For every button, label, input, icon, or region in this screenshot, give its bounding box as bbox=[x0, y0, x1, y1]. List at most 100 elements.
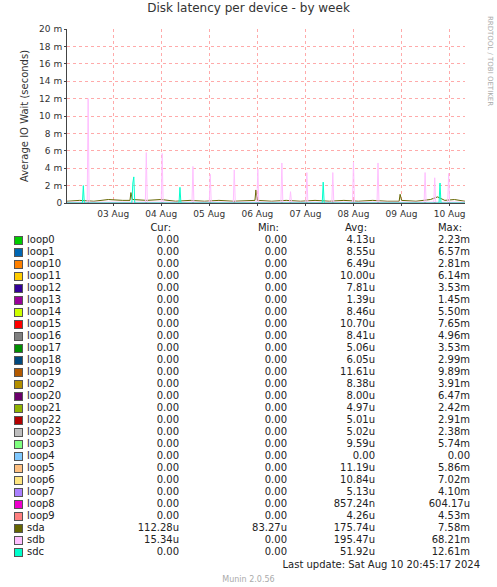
html-text:0.00: 0.00 bbox=[156, 246, 179, 257]
svg-text:03 Aug: 03 Aug bbox=[97, 209, 129, 219]
html-text:loop10: loop10 bbox=[27, 258, 62, 269]
svg-text:Disk latency per device - by w: Disk latency per device - by week bbox=[147, 1, 350, 15]
html-text:0.00: 0.00 bbox=[264, 318, 287, 329]
html-text:0.00: 0.00 bbox=[264, 366, 287, 377]
svg-text:12 m: 12 m bbox=[39, 94, 62, 104]
html-text:Avg:: Avg: bbox=[345, 222, 367, 233]
svg-text:14 m: 14 m bbox=[39, 76, 62, 86]
svg-text:09 Aug: 09 Aug bbox=[386, 209, 418, 219]
svg-text:04 Aug: 04 Aug bbox=[145, 209, 177, 219]
html-text:loop18: loop18 bbox=[27, 354, 62, 365]
svg-text:Average IO Wait (seconds): Average IO Wait (seconds) bbox=[19, 50, 30, 182]
html-text:0.00: 0.00 bbox=[264, 342, 287, 353]
html-text:0.00: 0.00 bbox=[156, 318, 179, 329]
html-text:0.00: 0.00 bbox=[156, 258, 179, 269]
html-text:0.00: 0.00 bbox=[156, 366, 179, 377]
html-text:3.53m: 3.53m bbox=[438, 342, 470, 353]
html-text:0.00: 0.00 bbox=[264, 378, 287, 389]
svg-text:18 m: 18 m bbox=[39, 42, 62, 52]
html-text:3.91m: 3.91m bbox=[438, 378, 470, 389]
html-text:9.89m: 9.89m bbox=[438, 366, 470, 377]
html-text:11.61u: 11.61u bbox=[340, 366, 375, 377]
html-text:0.00: 0.00 bbox=[264, 246, 287, 257]
html-text:0.00: 0.00 bbox=[264, 354, 287, 365]
html-text:2.42m: 2.42m bbox=[438, 402, 470, 413]
html-text:10.00u: 10.00u bbox=[340, 270, 375, 281]
html-text:6.57m: 6.57m bbox=[438, 246, 470, 257]
html-text:2.99m: 2.99m bbox=[438, 354, 470, 365]
html-text:8.38u: 8.38u bbox=[346, 378, 375, 389]
html-text:loop14: loop14 bbox=[27, 306, 62, 317]
svg-text:2 m: 2 m bbox=[45, 181, 62, 191]
html-text:0.00: 0.00 bbox=[264, 390, 287, 401]
html-text:0.00: 0.00 bbox=[156, 306, 179, 317]
html-text:7.65m: 7.65m bbox=[438, 318, 470, 329]
html-text:6.47m: 6.47m bbox=[438, 390, 470, 401]
html-text:loop19: loop19 bbox=[27, 366, 62, 377]
html-text:7.81u: 7.81u bbox=[346, 282, 375, 293]
html-text:1.45m: 1.45m bbox=[438, 294, 470, 305]
html-text:loop15: loop15 bbox=[27, 318, 62, 329]
html-text:8.41u: 8.41u bbox=[346, 330, 375, 341]
html-text:5.06u: 5.06u bbox=[346, 342, 375, 353]
svg-text:20 m: 20 m bbox=[39, 24, 62, 34]
html-text:0.00: 0.00 bbox=[264, 330, 287, 341]
svg-text:10 Aug: 10 Aug bbox=[434, 209, 466, 219]
html-text:loop20: loop20 bbox=[27, 390, 62, 401]
svg-text:0: 0 bbox=[56, 198, 62, 208]
html-text:0.00: 0.00 bbox=[264, 282, 287, 293]
svg-text:06 Aug: 06 Aug bbox=[241, 209, 273, 219]
html-text:3.53m: 3.53m bbox=[438, 282, 470, 293]
html-text:6.05u: 6.05u bbox=[346, 354, 375, 365]
svg-text:8 m: 8 m bbox=[45, 129, 62, 139]
html-text:loop11: loop11 bbox=[27, 270, 62, 281]
html-text:0.00: 0.00 bbox=[264, 270, 287, 281]
html-text:4.96m: 4.96m bbox=[438, 330, 470, 341]
html-text:loop2: loop2 bbox=[27, 378, 55, 389]
html-text:Max:: Max: bbox=[438, 222, 462, 233]
html-text:0.00: 0.00 bbox=[156, 378, 179, 389]
html-text:2.81m: 2.81m bbox=[438, 258, 470, 269]
svg-text:07 Aug: 07 Aug bbox=[289, 209, 321, 219]
html-text:0.00: 0.00 bbox=[264, 306, 287, 317]
html-text:0.00: 0.00 bbox=[264, 294, 287, 305]
html-text:loop13: loop13 bbox=[27, 294, 62, 305]
html-text:0.00: 0.00 bbox=[156, 402, 179, 413]
svg-text:08 Aug: 08 Aug bbox=[338, 209, 370, 219]
html-text:0.00: 0.00 bbox=[156, 282, 179, 293]
html-text:Cur:: Cur: bbox=[150, 222, 171, 233]
svg-text:05 Aug: 05 Aug bbox=[193, 209, 225, 219]
html-text:6.49u: 6.49u bbox=[346, 258, 375, 269]
html-text:4.97u: 4.97u bbox=[346, 402, 375, 413]
html-text:0.00: 0.00 bbox=[156, 270, 179, 281]
html-text:0.00: 0.00 bbox=[156, 330, 179, 341]
html-text:0.00: 0.00 bbox=[264, 402, 287, 413]
html-text:0.00: 0.00 bbox=[264, 234, 287, 245]
html-text:0.00: 0.00 bbox=[264, 258, 287, 269]
html-text:10.70u: 10.70u bbox=[340, 318, 375, 329]
html-text:loop0: loop0 bbox=[27, 234, 55, 245]
svg-text:10 m: 10 m bbox=[39, 111, 62, 121]
html-text:0.00: 0.00 bbox=[156, 390, 179, 401]
html-text:4.13u: 4.13u bbox=[346, 234, 375, 245]
html-text:6.14m: 6.14m bbox=[438, 270, 470, 281]
html-text:0.00: 0.00 bbox=[156, 294, 179, 305]
html-text:loop17: loop17 bbox=[27, 342, 62, 353]
svg-text:4 m: 4 m bbox=[45, 163, 62, 173]
html-text:8.46u: 8.46u bbox=[346, 306, 375, 317]
html-text:loop16: loop16 bbox=[27, 330, 62, 341]
html-text:0.00: 0.00 bbox=[156, 342, 179, 353]
html-text:loop12: loop12 bbox=[27, 282, 62, 293]
html-text:5.50m: 5.50m bbox=[438, 306, 470, 317]
html-text:0.00: 0.00 bbox=[156, 234, 179, 245]
svg-text:6 m: 6 m bbox=[45, 146, 62, 156]
html-text:8.00u: 8.00u bbox=[346, 390, 375, 401]
html-text:0.00: 0.00 bbox=[156, 354, 179, 365]
html-text:1.39u: 1.39u bbox=[346, 294, 375, 305]
svg-text:16 m: 16 m bbox=[39, 59, 62, 69]
html-text:8.55u: 8.55u bbox=[346, 246, 375, 257]
html-text:loop1: loop1 bbox=[27, 246, 55, 257]
html-text:Min:: Min: bbox=[257, 222, 279, 233]
html-text:2.23m: 2.23m bbox=[438, 234, 470, 245]
html-text:loop21: loop21 bbox=[27, 402, 62, 413]
